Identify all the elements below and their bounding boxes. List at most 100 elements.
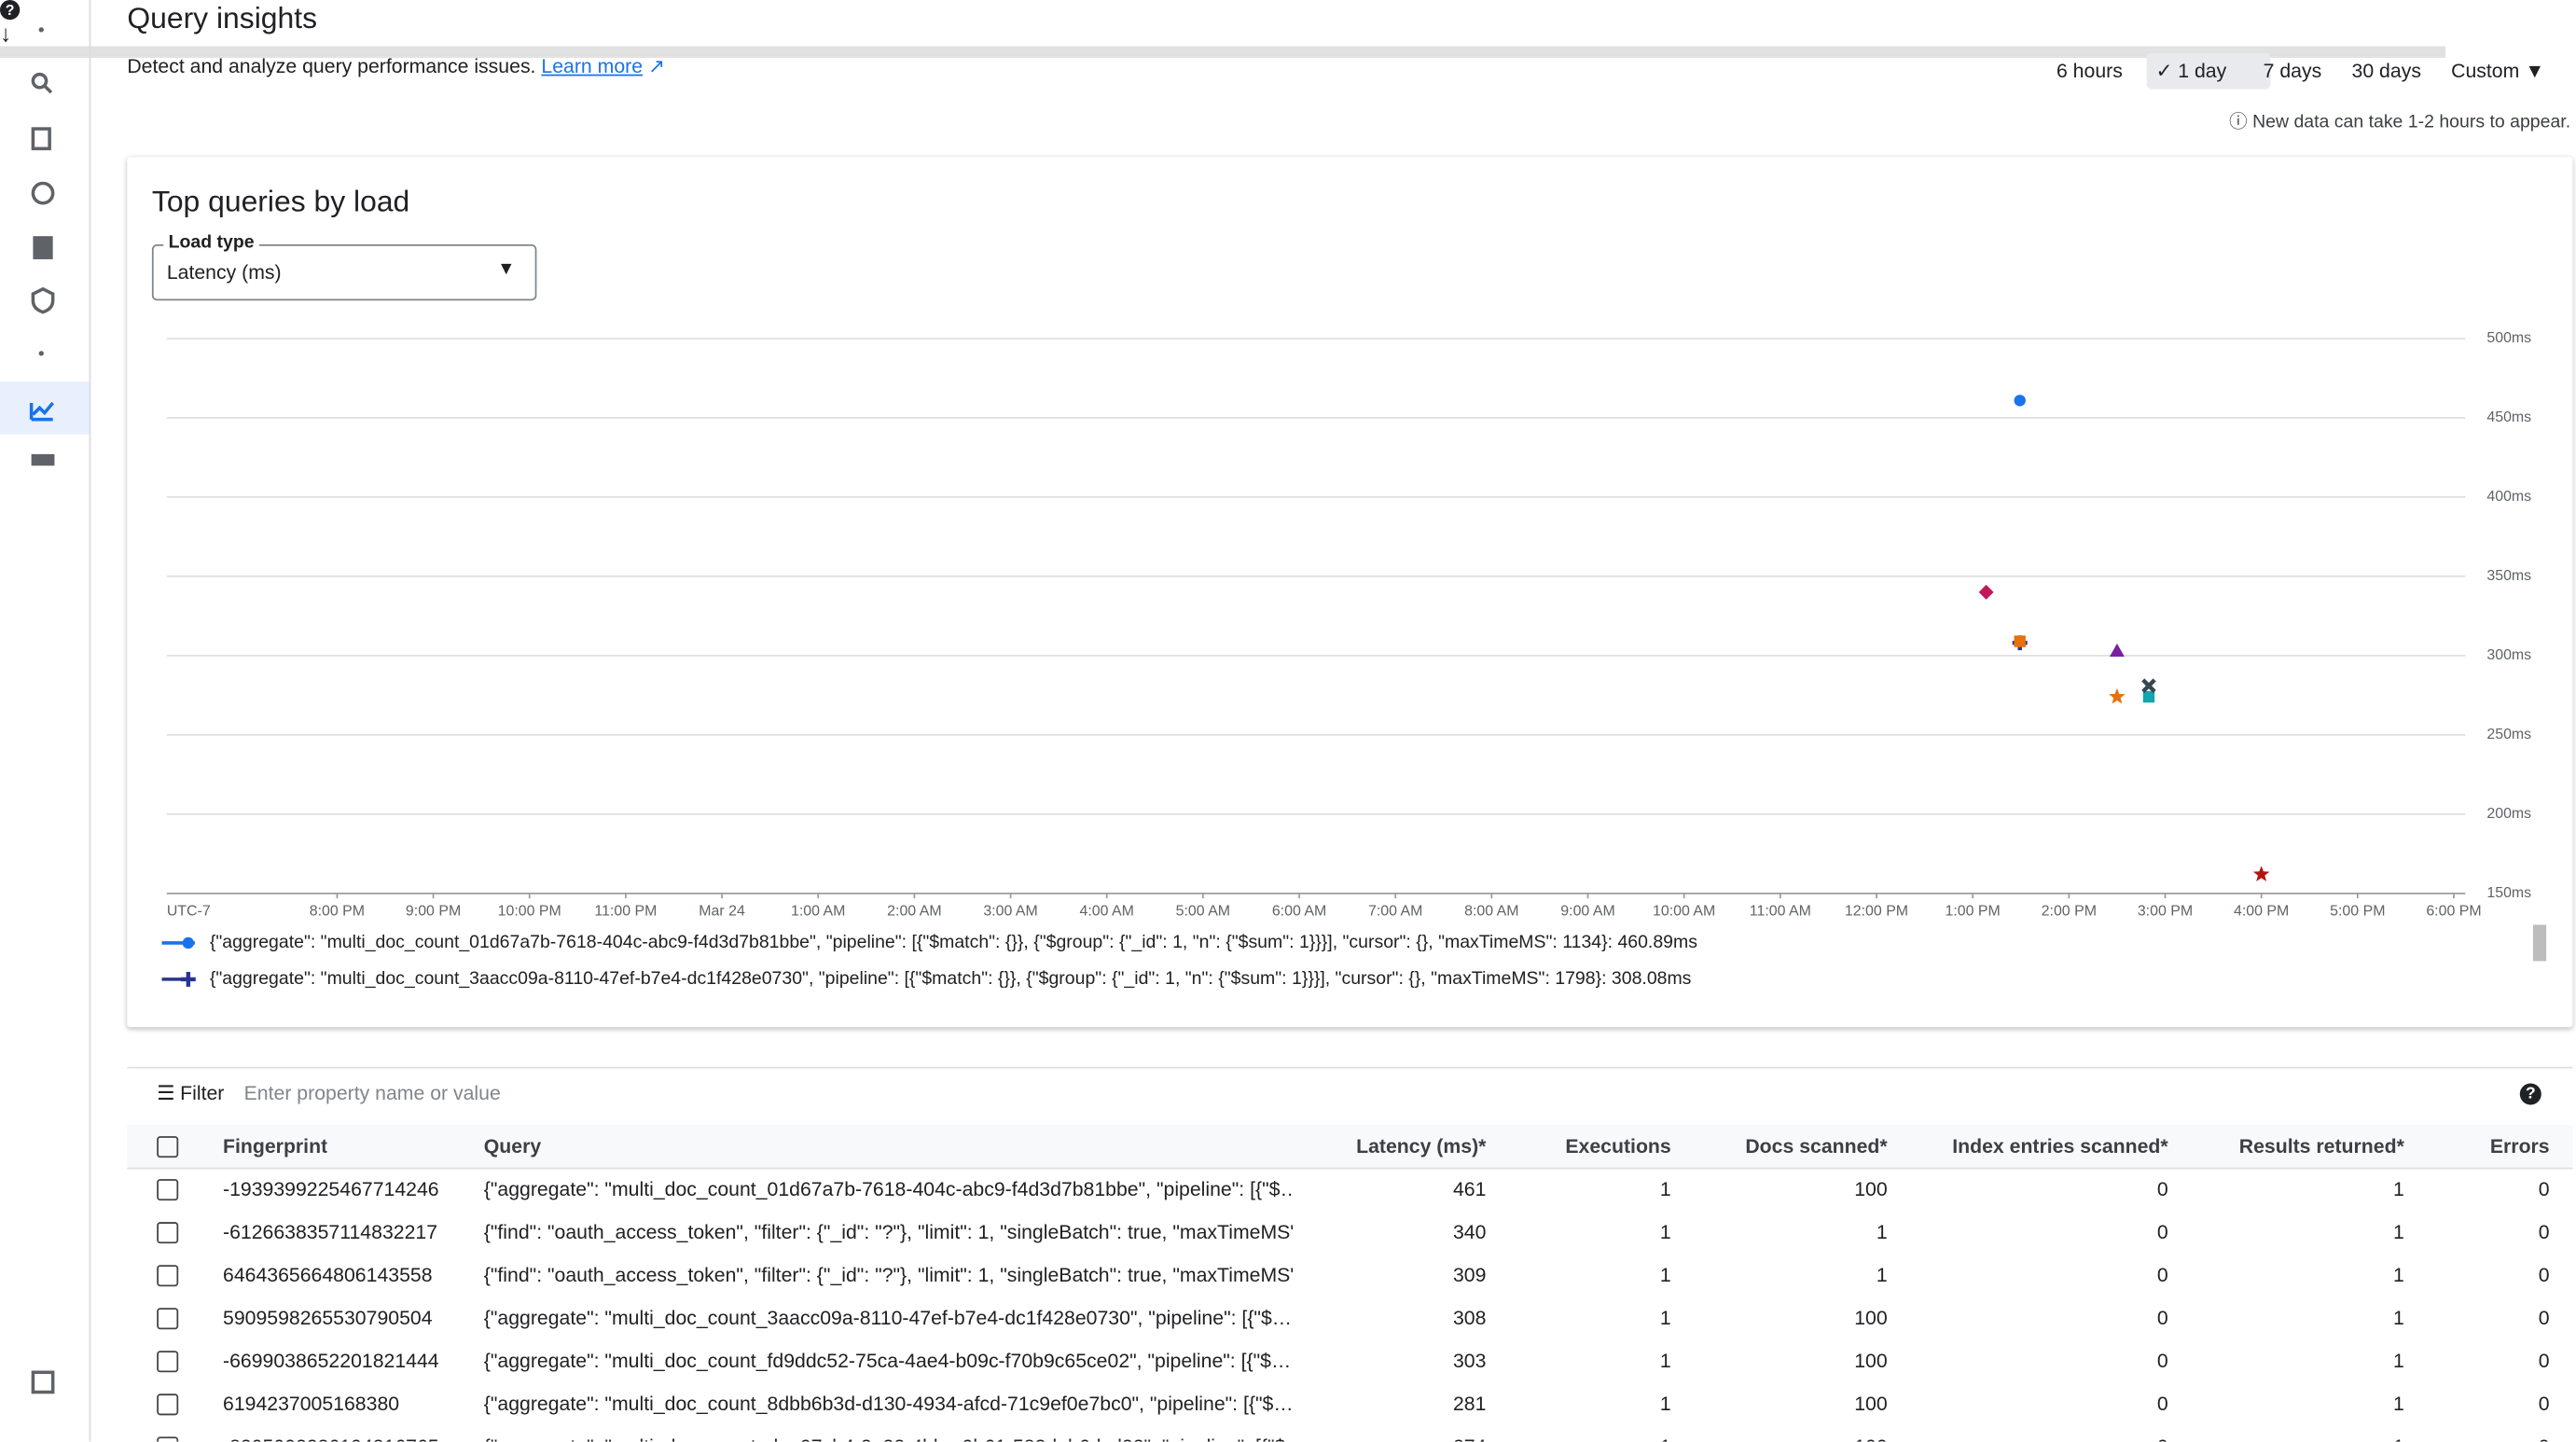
table-cell: -8295002236194316765: [223, 1435, 439, 1442]
legend-entry: {"aggregate": "multi_doc_count_3aacc09a-…: [210, 968, 1692, 989]
help-icon[interactable]: ?: [2519, 1083, 2541, 1105]
column-header[interactable]: Fingerprint: [223, 1134, 328, 1158]
y-tick-label: 200ms: [2486, 806, 2531, 822]
table-cell: 0: [2538, 1177, 2550, 1201]
column-header[interactable]: Query: [483, 1134, 542, 1158]
range-button[interactable]: ✓ 1 day: [2145, 52, 2270, 90]
delete-icon[interactable]: [33, 236, 53, 259]
filter[interactable]: ☰ Filter Enter property name or value: [157, 1081, 501, 1105]
x-tick-label: 8:00 AM: [1464, 904, 1518, 920]
table-cell: -1939399225467714246: [223, 1177, 439, 1201]
x-tick-label: 8:00 PM: [310, 904, 365, 920]
table-cell: 5909598265530790504: [223, 1306, 433, 1330]
x-tick-label: 11:00 PM: [594, 904, 657, 920]
column-header[interactable]: Latency (ms)*: [1356, 1134, 1487, 1158]
table-cell: 1: [2393, 1177, 2404, 1201]
chart: 150ms 200ms 250ms 300ms 350ms 400ms 450ms 500ms…: [161, 330, 2547, 989]
table-cell: {"aggregate": "multi_doc_count_daa97cb4-…: [484, 1435, 1294, 1442]
table-cell: 1: [2393, 1392, 2404, 1416]
docs-icon[interactable]: [31, 127, 51, 151]
table-cell: 0: [2156, 1177, 2168, 1201]
table-cell: 0: [2156, 1220, 2168, 1244]
range-button[interactable]: Custom ▼: [2441, 53, 2572, 90]
x-tick-label: 12:00 PM: [1845, 904, 1908, 920]
x-tick-label: Mar 24: [699, 904, 745, 920]
range-button[interactable]: 6 hours: [2046, 53, 2162, 90]
table-cell: -6126638357114832217: [223, 1220, 438, 1244]
x-tick-label: 10:00 PM: [498, 904, 561, 920]
table-cell: 1: [1659, 1349, 1671, 1373]
marker: [2142, 690, 2155, 703]
table-cell: {"find": "oauth_access_token", "filter":…: [483, 1220, 1294, 1244]
checkbox[interactable]: [157, 1265, 179, 1287]
column-header[interactable]: Results returned*: [2238, 1134, 2404, 1158]
row-divider: [0, 46, 2446, 49]
table-header: [127, 1124, 2573, 1170]
load-type-select[interactable]: Load type Latency (ms) ▼: [151, 232, 537, 301]
checkbox[interactable]: [157, 1436, 179, 1442]
learn-more-link[interactable]: Learn more: [541, 54, 644, 78]
monitor-icon[interactable]: [31, 453, 55, 466]
table-cell: 1: [2393, 1220, 2404, 1244]
active-item[interactable]: [0, 381, 90, 435]
column-header[interactable]: Index entries scanned*: [1952, 1134, 2168, 1158]
table-cell: 281: [1452, 1392, 1487, 1416]
column-header[interactable]: Errors: [2489, 1134, 2550, 1158]
select-label: Load type: [163, 232, 259, 253]
help-icon[interactable]: ?: [0, 0, 21, 21]
table-cell: 0: [2538, 1220, 2550, 1244]
row-divider: [0, 48, 2446, 50]
table-cell: 100: [1854, 1177, 1888, 1201]
table-cell: 1: [2393, 1349, 2404, 1373]
checkbox[interactable]: [157, 1222, 179, 1244]
table-cell: 308: [1452, 1306, 1487, 1330]
legend-value: 308.08ms: [1612, 968, 1692, 989]
legend-value: 460.89ms: [1617, 932, 1697, 952]
range-label: 7 days: [2263, 59, 2322, 83]
checkbox[interactable]: [157, 1351, 179, 1373]
range-label: Custom: [2451, 59, 2520, 83]
dropdown-arrow: ▼: [2519, 59, 2545, 83]
history-icon[interactable]: [31, 181, 55, 205]
table-cell: 303: [1452, 1349, 1487, 1373]
y-tick-label: 500ms: [2486, 330, 2531, 346]
chart-card: [127, 157, 2573, 1028]
table-cell: 0: [2156, 1263, 2168, 1287]
x-tick-label: 1:00 AM: [791, 904, 845, 920]
insights-icon: [29, 401, 55, 422]
sort-icon[interactable]: ↓: [0, 20, 12, 47]
table-cell: -6699038652201821444: [223, 1349, 439, 1373]
y-tick-label: 400ms: [2486, 489, 2531, 505]
table-cell: 1: [1659, 1177, 1671, 1201]
checkbox[interactable]: [157, 1136, 179, 1158]
table-cell: 0: [2156, 1306, 2168, 1330]
x-tick-label: 10:00 AM: [1653, 904, 1715, 920]
row-divider: [0, 52, 2446, 55]
notes-icon[interactable]: [31, 1370, 55, 1394]
table-cell: 0: [2538, 1306, 2550, 1330]
x-tick-label: 4:00 PM: [2234, 904, 2289, 920]
table-cell: {"aggregate": "multi_doc_count_01d67a7b-…: [483, 1177, 1294, 1201]
note-text: New data can take 1-2 hours to appear.: [2252, 112, 2571, 132]
x-tick-label: 2:00 PM: [2042, 904, 2097, 920]
checkbox[interactable]: [157, 1308, 179, 1330]
checkbox[interactable]: [157, 1179, 179, 1201]
security-icon[interactable]: [31, 286, 55, 314]
range-button[interactable]: 30 days: [2342, 53, 2458, 90]
table-cell: 309: [1452, 1263, 1487, 1287]
description: Detect and analyze query performance iss…: [127, 54, 665, 78]
column-header[interactable]: Executions: [1565, 1134, 1671, 1158]
column-header[interactable]: Docs scanned*: [1745, 1134, 1888, 1158]
table-cell: 1: [2393, 1263, 2404, 1287]
marker: [2109, 643, 2125, 657]
legend-entry: {"aggregate": "multi_doc_count_01d67a7b-…: [210, 932, 1697, 952]
table-cell: 274: [1156, 1435, 1486, 1442]
search-icon[interactable]: [31, 72, 48, 90]
table-cell: 0: [2220, 1435, 2550, 1442]
check-icon: ✓: [2155, 59, 2179, 83]
table-cell: 1: [1876, 1263, 1888, 1287]
range-button[interactable]: 7 days: [2253, 53, 2359, 90]
table-cell: 0: [1838, 1435, 2168, 1442]
x-tick-label: 2:00 AM: [887, 904, 941, 920]
checkbox[interactable]: [157, 1393, 179, 1416]
